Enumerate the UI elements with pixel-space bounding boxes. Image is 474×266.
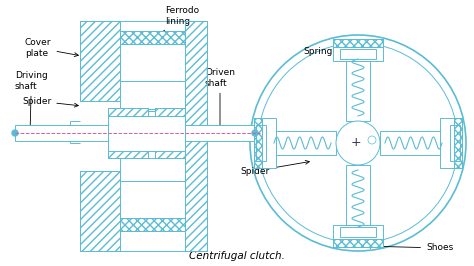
- Circle shape: [336, 121, 380, 165]
- Bar: [346, 61, 370, 121]
- Bar: [155, 108, 185, 158]
- Bar: [120, 218, 185, 231]
- Bar: [254, 118, 262, 168]
- Bar: [340, 227, 376, 237]
- Bar: [108, 108, 148, 158]
- Bar: [120, 181, 185, 218]
- Bar: [155, 108, 185, 158]
- Bar: [333, 39, 383, 47]
- Bar: [333, 39, 383, 47]
- Bar: [185, 21, 207, 251]
- Bar: [454, 118, 462, 168]
- Bar: [108, 116, 185, 151]
- Bar: [333, 39, 383, 47]
- Bar: [80, 21, 120, 101]
- Text: Spider: Spider: [240, 160, 310, 176]
- Bar: [333, 225, 383, 247]
- Text: +: +: [351, 136, 361, 149]
- Bar: [108, 108, 148, 158]
- Bar: [120, 31, 185, 44]
- Bar: [254, 118, 262, 168]
- Bar: [80, 21, 120, 101]
- Bar: [185, 21, 207, 251]
- Text: Spider: Spider: [22, 97, 78, 107]
- Circle shape: [252, 130, 258, 136]
- Text: Driven
shaft: Driven shaft: [205, 68, 235, 131]
- Text: Spring: Spring: [303, 47, 363, 67]
- Bar: [346, 165, 370, 225]
- Bar: [454, 118, 462, 168]
- Circle shape: [12, 130, 18, 136]
- Bar: [185, 21, 207, 251]
- Bar: [340, 49, 376, 59]
- Bar: [80, 21, 120, 101]
- Text: Centrifugal clutch.: Centrifugal clutch.: [189, 251, 285, 261]
- Bar: [333, 239, 383, 247]
- Bar: [120, 44, 185, 81]
- Bar: [333, 39, 383, 61]
- Bar: [120, 31, 185, 44]
- Bar: [155, 108, 185, 158]
- Bar: [80, 171, 120, 251]
- Bar: [333, 239, 383, 247]
- Bar: [120, 151, 185, 181]
- Bar: [380, 131, 440, 155]
- Bar: [15, 125, 108, 141]
- Bar: [450, 125, 460, 161]
- Bar: [120, 31, 185, 44]
- Text: Cover
plate: Cover plate: [25, 38, 78, 58]
- Bar: [80, 171, 120, 251]
- Bar: [254, 118, 262, 168]
- Text: Shoes: Shoes: [367, 243, 453, 252]
- Bar: [454, 118, 462, 168]
- Bar: [120, 218, 185, 231]
- Bar: [120, 218, 185, 231]
- Bar: [276, 131, 336, 155]
- Bar: [256, 125, 266, 161]
- Bar: [80, 171, 120, 251]
- Bar: [333, 239, 383, 247]
- Bar: [440, 118, 462, 168]
- Bar: [254, 118, 276, 168]
- Text: Driving
shaft: Driving shaft: [15, 71, 48, 131]
- Text: Ferrodo
lining: Ferrodo lining: [158, 6, 199, 36]
- Bar: [185, 125, 255, 141]
- Bar: [120, 81, 185, 111]
- Bar: [108, 108, 148, 158]
